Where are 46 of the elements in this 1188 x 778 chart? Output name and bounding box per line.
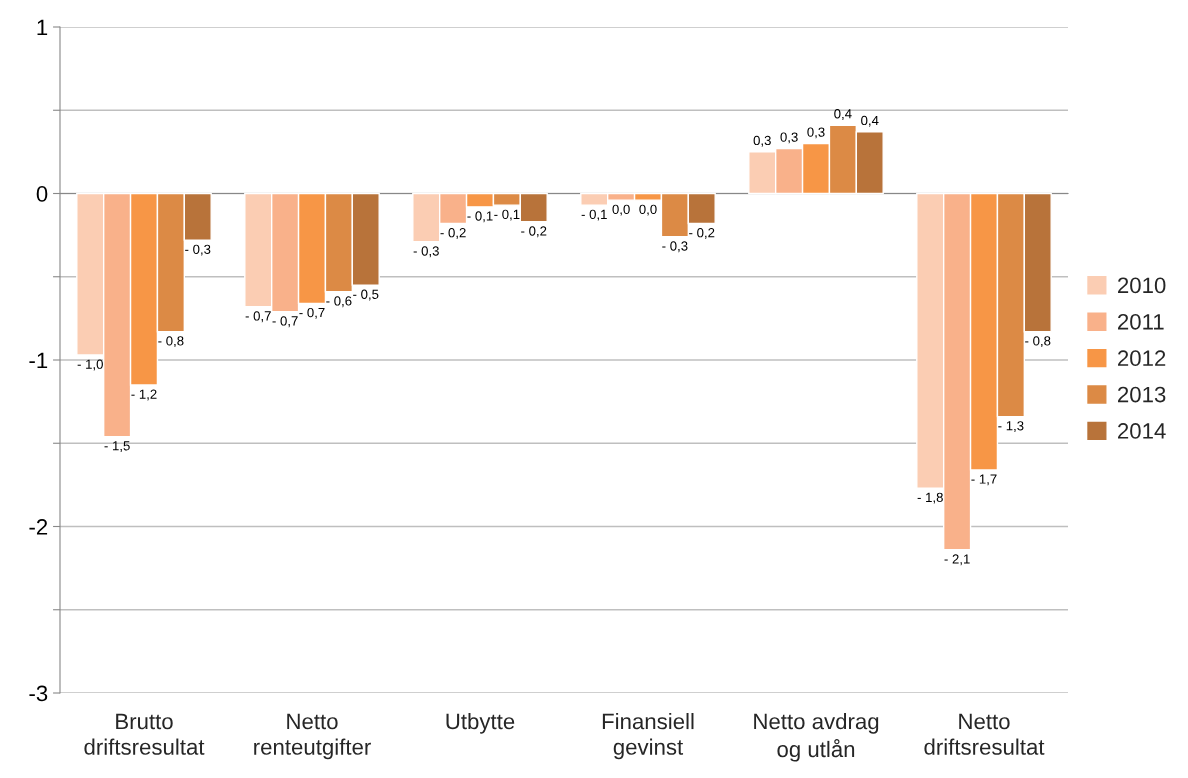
y-tick-label: 1 [37,19,48,36]
data-label: 0,4 [861,115,879,127]
legend-label: 2012 [1118,350,1166,367]
x-tick-label: Netto renteutgifter [254,713,371,760]
data-label: - 0,8 [158,336,184,348]
data-label: - 1,5 [104,441,130,453]
data-label: - 0,3 [662,241,688,253]
y-tick-label: -3 [29,685,48,702]
x-tick-label: Netto avdrag og utlån [754,712,879,762]
data-label: - 1,0 [77,359,103,371]
data-label: 0,3 [780,132,798,144]
data-label: 0,3 [753,135,771,147]
y-tick-label: -2 [29,519,48,535]
data-label: - 0,3 [185,244,211,256]
data-label: - 0,2 [440,227,466,239]
data-label: - 1,3 [998,421,1024,433]
data-label: - 1,8 [917,492,943,504]
data-label: - 0,7 [272,316,298,328]
data-label: - 0,1 [494,209,520,221]
data-label: - 0,1 [581,209,607,221]
data-label: - 1,7 [971,474,997,486]
data-label: 0,0 [639,204,657,216]
legend-label: 2014 [1118,423,1166,439]
x-tick-label: Utbytte [446,712,515,734]
x-tick-label: Netto driftsresultat [924,713,1045,755]
data-label: 0,3 [807,127,825,139]
data-label: - 0,7 [245,311,271,323]
data-label: - 0,8 [1025,336,1051,348]
legend-label: 2011 [1118,313,1164,330]
data-label: - 0,1 [467,211,493,223]
data-label: - 0,2 [521,226,547,238]
data-label: - 0,5 [353,289,379,301]
data-label: 0,0 [612,204,630,216]
data-label: - 0,3 [413,246,439,258]
legend-label: 2010 [1118,277,1166,294]
y-tick-label: -1 [29,352,48,369]
data-label: - 2,1 [944,554,970,566]
y-tick-label: 0 [36,186,48,202]
legend-label: 2013 [1118,386,1166,403]
data-label: - 1,2 [131,389,157,401]
data-label: - 0,2 [689,227,715,239]
x-tick-label: Finansiell gevinst [602,712,694,760]
data-label: 0,4 [834,109,852,121]
data-label: - 0,6 [326,296,352,308]
x-tick-label: Brutto driftsresultat [84,713,205,755]
data-label: - 0,7 [299,307,325,319]
